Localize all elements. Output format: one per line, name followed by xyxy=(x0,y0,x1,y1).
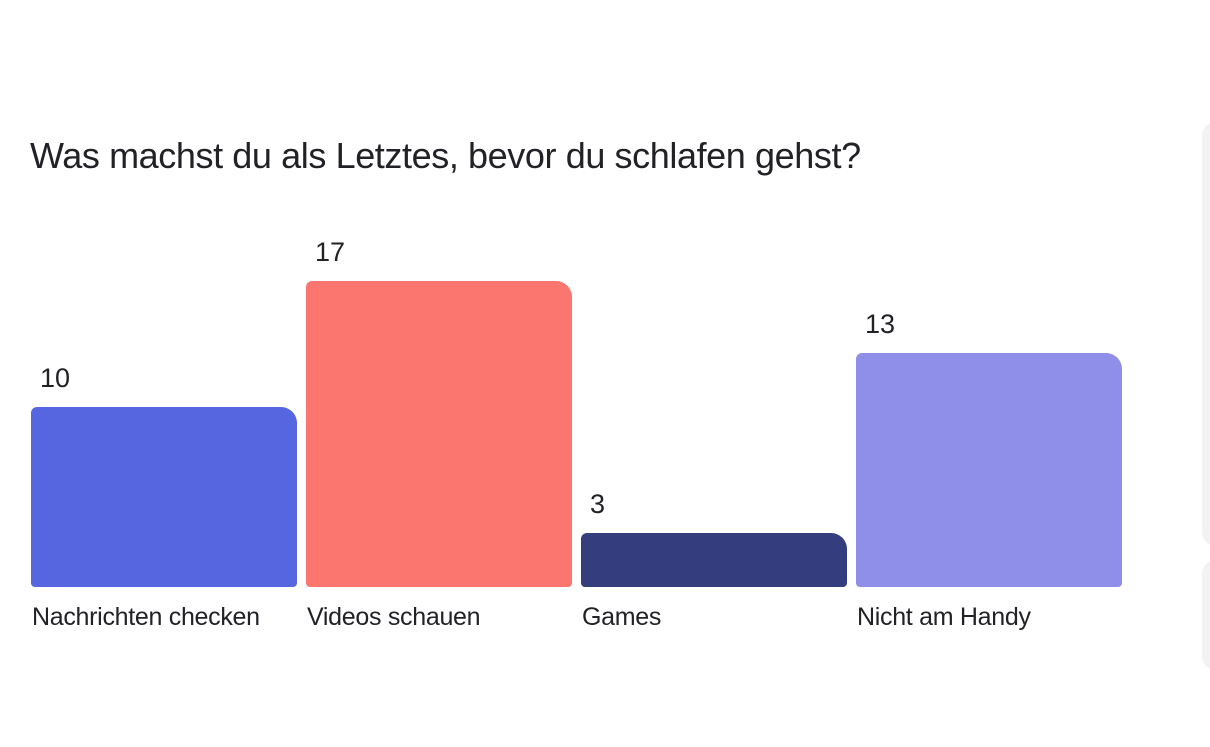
bar-value-label: 10 xyxy=(40,363,71,393)
bar-value-label: 13 xyxy=(865,309,896,339)
category-label-games: Games xyxy=(582,603,662,631)
bar-nachrichten-checken xyxy=(31,407,297,587)
bar-value-label: 3 xyxy=(590,489,606,519)
bar-group-nachrichten-checken: 10 xyxy=(31,365,297,587)
bar-videos-schauen xyxy=(306,281,572,587)
category-label-nicht-am-handy: Nicht am Handy xyxy=(857,603,1031,631)
bar-group-nicht-am-handy: 13 xyxy=(856,311,1122,587)
category-label-nachrichten-checken: Nachrichten checken xyxy=(32,603,260,631)
right-edge-preview-card-bottom[interactable] xyxy=(1202,560,1210,670)
bar-nicht-am-handy xyxy=(856,353,1122,587)
category-label-videos-schauen: Videos schauen xyxy=(307,603,481,631)
right-edge-preview-card-top[interactable] xyxy=(1202,122,1210,546)
bar-group-videos-schauen: 17 xyxy=(306,239,572,587)
bar-value-label: 17 xyxy=(315,237,346,267)
bar-group-games: 3 xyxy=(581,491,847,587)
chart-title: Was machst du als Letztes, bevor du schl… xyxy=(30,135,861,176)
bar-games xyxy=(581,533,847,587)
